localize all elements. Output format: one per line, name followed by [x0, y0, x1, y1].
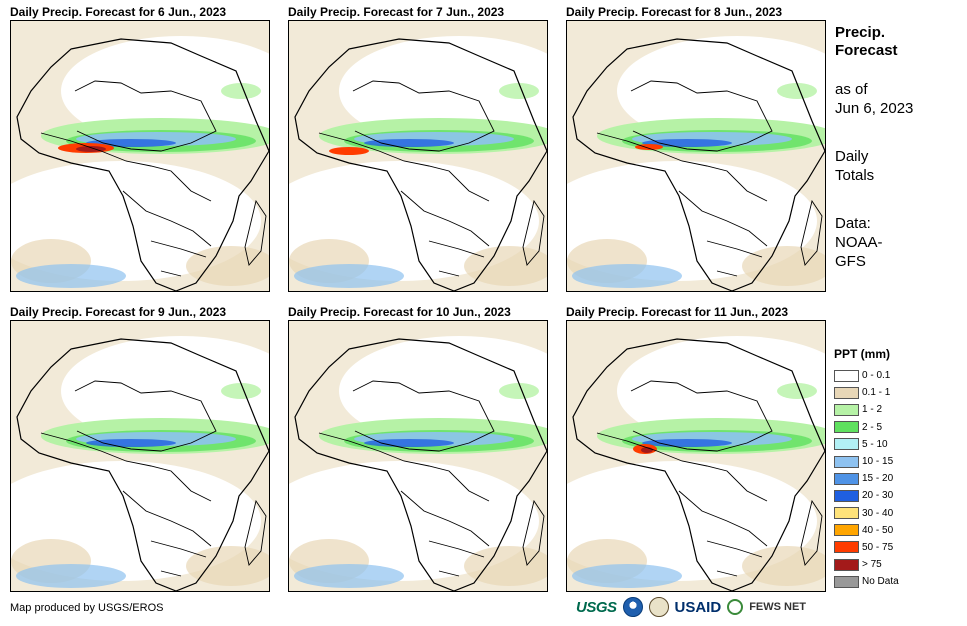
legend-swatch	[834, 403, 859, 416]
legend-item: 15 - 20	[834, 470, 959, 487]
map-svg	[567, 321, 825, 591]
forecast-panel-jun9: Daily Precip. Forecast for 9 Jun., 2023	[10, 304, 270, 592]
legend-item: 40 - 50	[834, 522, 959, 539]
legend-swatch	[834, 575, 859, 588]
legend-label: 50 - 75	[862, 541, 894, 553]
legend-swatch	[834, 507, 859, 520]
panel-title: Daily Precip. Forecast for 9 Jun., 2023	[10, 305, 227, 319]
legend-swatch	[834, 369, 859, 382]
precip-legend: PPT (mm) 0 - 0.1 0.1 - 1 1 - 2 2 - 5 5 - 10 1…	[834, 347, 959, 590]
panel-title: Daily Precip. Forecast for 7 Jun., 2023	[288, 5, 505, 19]
forecast-panel-jun6: Daily Precip. Forecast for 6 Jun., 2023	[10, 4, 270, 292]
legend-swatch	[834, 489, 859, 502]
legend-swatch	[834, 421, 859, 434]
map-svg	[289, 21, 547, 291]
legend-label: 40 - 50	[862, 524, 894, 536]
forecast-info: Precip. Forecast as of Jun 6, 2023 Daily…	[835, 24, 960, 271]
legend-swatch	[834, 438, 859, 451]
forecast-panel-jun7: Daily Precip. Forecast for 7 Jun., 2023	[288, 4, 548, 292]
as-of-date: Jun 6, 2023	[835, 100, 914, 117]
forecast-panel-jun8: Daily Precip. Forecast for 8 Jun., 2023	[566, 4, 826, 292]
panel-title: Daily Precip. Forecast for 10 Jun., 2023	[288, 305, 511, 319]
legend-item: > 75	[834, 556, 959, 573]
source-line2: NOAA-	[835, 234, 883, 251]
usgs-logo: USGS	[576, 598, 617, 616]
legend-item: 0.1 - 1	[834, 384, 959, 401]
fews-net-globe-icon	[727, 599, 744, 615]
forecast-panel-jun11: Daily Precip. Forecast for 11 Jun., 2023	[566, 304, 826, 592]
legend-swatch	[834, 386, 859, 399]
info-title-line2: Forecast	[835, 42, 898, 59]
legend-label: 0.1 - 1	[862, 387, 891, 399]
legend-item: 20 - 30	[834, 487, 959, 504]
as-of-line1: as of	[835, 81, 868, 98]
panel-title: Daily Precip. Forecast for 6 Jun., 2023	[10, 5, 227, 19]
doi-seal-icon	[648, 597, 669, 617]
legend-label: 30 - 40	[862, 507, 894, 519]
precip-map	[10, 320, 270, 592]
precip-map	[566, 20, 826, 292]
map-svg	[567, 21, 825, 291]
agency-logos: USGS USAID FEWS NET	[576, 596, 806, 618]
legend-item: 50 - 75	[834, 539, 959, 556]
legend-item: 5 - 10	[834, 436, 959, 453]
legend-item: 1 - 2	[834, 401, 959, 418]
forecast-panel-jun10: Daily Precip. Forecast for 10 Jun., 2023	[288, 304, 548, 592]
precip-map	[566, 320, 826, 592]
legend-swatch	[834, 558, 859, 571]
legend-swatch	[834, 455, 859, 468]
map-svg	[11, 321, 269, 591]
legend-item: 2 - 5	[834, 419, 959, 436]
legend-label: No Data	[862, 576, 899, 588]
fews-net-logo: FEWS NET	[749, 601, 807, 613]
map-svg	[11, 21, 269, 291]
source-line1: Data:	[835, 215, 871, 232]
legend-item: 0 - 0.1	[834, 367, 959, 384]
legend-item: No Data	[834, 573, 959, 590]
legend-item: 10 - 15	[834, 453, 959, 470]
legend-label: 15 - 20	[862, 473, 894, 485]
legend-swatch	[834, 472, 859, 485]
legend-label: 5 - 10	[862, 438, 888, 450]
info-title-line1: Precip.	[835, 24, 886, 41]
legend-label: 0 - 0.1	[862, 370, 891, 382]
legend-label: 2 - 5	[862, 421, 883, 433]
precip-map	[288, 320, 548, 592]
precip-map	[10, 20, 270, 292]
daily-line1: Daily	[835, 148, 869, 165]
map-svg	[289, 321, 547, 591]
legend-title: PPT (mm)	[834, 347, 891, 361]
legend-swatch	[834, 541, 859, 554]
map-credit: Map produced by USGS/EROS	[10, 602, 164, 614]
legend-item: 30 - 40	[834, 505, 959, 522]
daily-line2: Totals	[835, 167, 875, 184]
usaid-logo: USAID	[674, 598, 722, 616]
heavy-rain-patch	[635, 144, 663, 150]
noaa-logo-icon	[622, 597, 643, 617]
legend-rows: 0 - 0.1 0.1 - 1 1 - 2 2 - 5 5 - 10 10 - 15 15 …	[834, 367, 959, 590]
precip-map	[288, 20, 548, 292]
legend-label: > 75	[862, 559, 882, 571]
legend-swatch	[834, 524, 859, 537]
source-line3: GFS	[835, 253, 866, 270]
panel-title: Daily Precip. Forecast for 11 Jun., 2023	[566, 305, 789, 319]
legend-label: 20 - 30	[862, 490, 894, 502]
heavy-rain-patch	[329, 147, 369, 155]
panel-title: Daily Precip. Forecast for 8 Jun., 2023	[566, 5, 783, 19]
legend-label: 10 - 15	[862, 456, 894, 468]
legend-label: 1 - 2	[862, 404, 883, 416]
